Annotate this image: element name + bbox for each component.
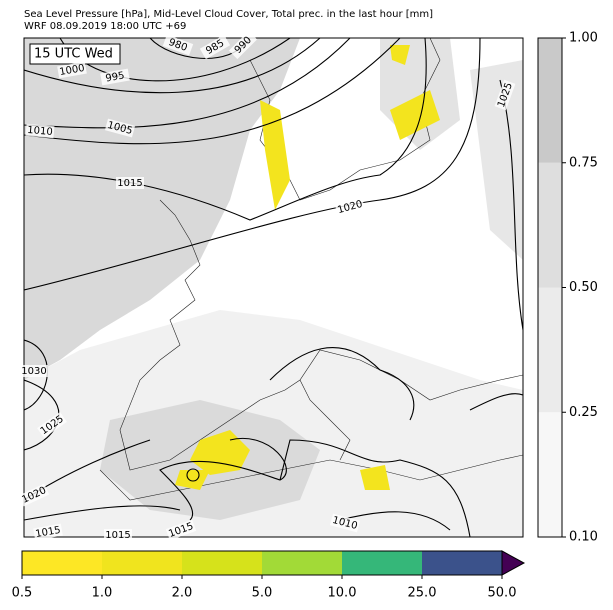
colorbar-segment: [262, 551, 342, 575]
colorbar-segment: [538, 287, 562, 413]
colorbar-segment: [342, 551, 422, 575]
tick-label: 1.0: [92, 586, 113, 601]
isobar-label-bg: [104, 118, 136, 138]
cloud-colorbar: 0.10 0.25 0.50 0.75 1.00: [537, 31, 598, 545]
isobar-label-bg: [329, 513, 361, 533]
isobar-label-bg: [116, 177, 144, 189]
tick-label: 0.50: [569, 280, 598, 295]
tick-label: 0.10: [569, 530, 598, 545]
time-label: 15 UTC Wed: [34, 47, 113, 62]
isobar-label: 995: [105, 70, 126, 84]
isobar-label-bg: [162, 34, 194, 56]
colorbar-segment: [538, 38, 562, 163]
tick-label: 25.0: [408, 586, 437, 601]
tick-label: 50.0: [488, 586, 517, 601]
precip-colorbar: 0.5 1.0 2.0 5.0 10.0 25.0 50.0: [12, 550, 526, 601]
isobar-label-bg: [334, 197, 366, 217]
isobar-label-bg: [33, 523, 63, 541]
title: Sea Level Pressure [hPa], Mid-Level Clou…: [24, 9, 433, 20]
isobar-label-bg: [165, 519, 197, 541]
colorbar-segment: [538, 162, 562, 288]
colorbar-segment: [182, 551, 262, 575]
subtitle: WRF 08.09.2019 18:00 UTC +69: [24, 21, 186, 32]
tick-label: 0.25: [569, 405, 598, 420]
isobar-label-bg: [100, 68, 130, 86]
colorbar-segment: [22, 551, 102, 575]
isobar-label: 1000: [59, 63, 86, 78]
isobar-label-bg: [228, 30, 258, 60]
tick-label: 5.0: [252, 586, 273, 601]
isobar-label-bg: [104, 529, 132, 541]
isobar-label-bg: [20, 365, 48, 377]
tick-label: 0.75: [569, 155, 598, 170]
isobar-label-bg: [494, 79, 516, 111]
isobar-label: 1015: [105, 530, 130, 541]
isobar-label-bg: [57, 61, 87, 79]
colorbar-segment: [538, 412, 562, 537]
isobar-label: 1015: [117, 178, 142, 189]
tick-label: 10.0: [328, 586, 357, 601]
isobar-label-bg: [18, 483, 50, 507]
isobar-label-bg: [25, 123, 55, 139]
map: 15 UTC Wed 980 985 99099510001005101010151…: [18, 30, 524, 541]
tick-label: 0.5: [12, 586, 33, 601]
isobar-label: 1010: [27, 125, 53, 138]
colorbar-segment: [102, 551, 182, 575]
isobar-label-bg: [37, 412, 67, 438]
isobar-label: 1015: [35, 525, 62, 540]
tick-label: 2.0: [172, 586, 193, 601]
colorbar-segment: [422, 551, 502, 575]
colorbar-extend: [501, 550, 526, 576]
isobar-label-bg: [199, 34, 231, 60]
isobar-label: 1030: [21, 366, 46, 377]
tick-label: 1.00: [569, 31, 598, 46]
